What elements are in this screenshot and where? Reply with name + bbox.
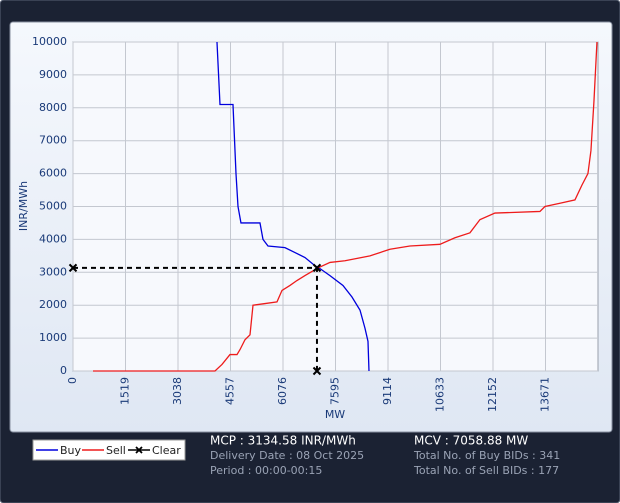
x-tick-label: 1519 bbox=[119, 377, 132, 405]
series-line bbox=[93, 41, 598, 372]
x-tick-label: 7595 bbox=[329, 377, 342, 405]
y-tick-label: 6000 bbox=[39, 167, 67, 180]
info-text: Total No. of Sell BIDs : 177 bbox=[413, 464, 559, 477]
x-tick-label: 9114 bbox=[381, 377, 394, 405]
info-text: Total No. of Buy BIDs : 341 bbox=[413, 449, 560, 462]
legend-label: Buy bbox=[60, 444, 82, 457]
clear-marker bbox=[68, 263, 78, 273]
info-text: Delivery Date : 08 Oct 2025 bbox=[210, 449, 364, 462]
x-tick-label: 6076 bbox=[276, 377, 289, 405]
x-axis-label: MW bbox=[325, 408, 345, 421]
series-line bbox=[216, 41, 370, 372]
info-text: MCP : 3134.58 INR/MWh bbox=[210, 434, 356, 448]
y-tick-label: 5000 bbox=[39, 200, 67, 213]
y-tick-label: 10000 bbox=[32, 35, 67, 48]
y-tick-label: 3000 bbox=[39, 265, 67, 278]
legend-marker bbox=[135, 446, 143, 454]
y-tick-label: 2000 bbox=[39, 298, 67, 311]
clear-marker bbox=[312, 263, 322, 273]
y-tick-label: 4000 bbox=[39, 232, 67, 245]
x-tick-label: 13671 bbox=[539, 377, 552, 412]
x-tick-label: 0 bbox=[66, 377, 79, 384]
y-tick-label: 9000 bbox=[39, 68, 67, 81]
x-tick-label: 4557 bbox=[224, 377, 237, 405]
info-text: MCV : 7058.88 MW bbox=[414, 434, 528, 448]
info-text: Period : 00:00-00:15 bbox=[210, 464, 322, 477]
y-tick-label: 8000 bbox=[39, 101, 67, 114]
y-tick-label: 7000 bbox=[39, 134, 67, 147]
legend-label: Clear bbox=[152, 444, 181, 457]
clear-marker bbox=[312, 366, 322, 376]
y-tick-label: 0 bbox=[60, 364, 67, 377]
legend bbox=[32, 439, 186, 461]
x-tick-label: 10633 bbox=[434, 377, 447, 412]
x-tick-label: 3038 bbox=[171, 377, 184, 405]
y-axis-label: INR/MWh bbox=[17, 181, 30, 231]
x-tick-label: 12152 bbox=[486, 377, 499, 412]
y-tick-label: 1000 bbox=[39, 331, 67, 344]
legend-label: Sell bbox=[106, 444, 126, 457]
